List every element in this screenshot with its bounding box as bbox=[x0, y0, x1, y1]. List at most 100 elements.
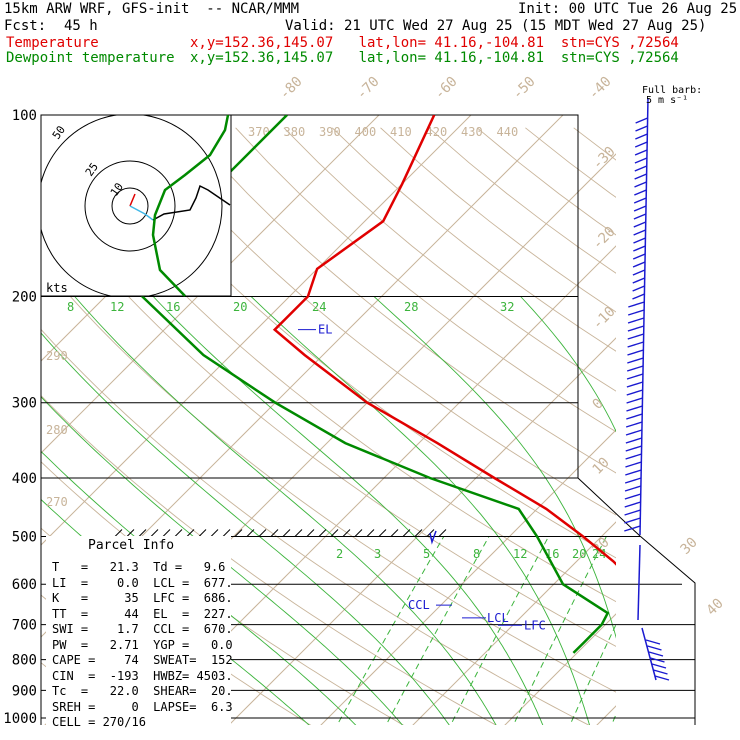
wind-barb bbox=[633, 197, 647, 204]
barb-staff bbox=[639, 97, 649, 536]
isotherm-line bbox=[228, 337, 616, 725]
wind-barb bbox=[634, 181, 647, 188]
isotherm-label: -20 bbox=[590, 224, 619, 253]
wind-barb bbox=[645, 639, 661, 645]
hodograph-units: kts bbox=[46, 281, 68, 295]
wind-barb bbox=[632, 261, 646, 268]
mixing-ratio-label: 12 bbox=[110, 300, 124, 314]
mixing-ratio-line bbox=[336, 536, 445, 725]
moist-adiabat-line bbox=[152, 296, 544, 725]
wind-barb bbox=[624, 501, 641, 508]
wind-barb bbox=[627, 317, 645, 324]
hatch-mark bbox=[150, 529, 159, 537]
isotherm-line bbox=[41, 115, 472, 546]
mixing-ratio-line bbox=[670, 537, 740, 731]
mixing-ratio-label: 24 bbox=[312, 300, 326, 314]
dry-adiabat-line bbox=[719, 128, 740, 731]
hatch-mark bbox=[438, 529, 447, 537]
hatch-mark bbox=[402, 529, 411, 537]
wind-barb bbox=[624, 525, 641, 532]
dry-adiabat-line bbox=[476, 127, 616, 236]
wind-barb bbox=[627, 357, 644, 364]
wind-barb bbox=[647, 645, 662, 651]
isotherm-line bbox=[683, 87, 740, 730]
theta-label: 400 bbox=[355, 125, 377, 139]
wind-barb bbox=[624, 493, 642, 500]
wind-barb bbox=[632, 253, 646, 260]
wind-barb bbox=[626, 413, 643, 420]
dry-adiabat-line bbox=[283, 127, 616, 392]
parcel-info-panel: Parcel Info T = 21.3 Td = 9.6 LI = 0.0 LC… bbox=[46, 536, 233, 729]
isotherm-line bbox=[136, 245, 616, 725]
hodograph-trace bbox=[129, 193, 136, 207]
pressure-tick-label: 500 bbox=[12, 529, 37, 545]
pressure-tick-label: 900 bbox=[12, 683, 37, 699]
mixing-ratio-label: 5 bbox=[423, 547, 430, 561]
barb-key-title: Full barb: bbox=[642, 85, 703, 96]
hatch-mark bbox=[162, 529, 171, 537]
parcel-info-row: CELL = 270/16 bbox=[52, 715, 146, 729]
moist-adiabat-line bbox=[250, 296, 590, 725]
temperature-profile bbox=[272, 115, 616, 566]
pressure-tick-label: 100 bbox=[12, 108, 37, 124]
mixing-ratio-label: 3 bbox=[374, 547, 381, 561]
init-time: Init: 00 UTC Tue 26 Aug 25 bbox=[518, 1, 738, 17]
hatch-mark bbox=[246, 529, 255, 537]
theta-label: 390 bbox=[319, 125, 341, 139]
hatch-mark bbox=[306, 529, 315, 537]
pressure-tick-label: 800 bbox=[12, 653, 37, 669]
parcel-info-row: TT = 44 EL = 227. bbox=[52, 606, 233, 621]
parcel-info-title: Parcel Info bbox=[88, 538, 175, 553]
hatch-mark bbox=[414, 529, 423, 537]
moist-adiabat-line bbox=[41, 396, 403, 725]
grid-lines bbox=[41, 87, 740, 731]
lcl-label: LCL bbox=[487, 611, 509, 625]
barb-staff bbox=[641, 627, 657, 681]
dry-adiabat-line bbox=[235, 127, 616, 433]
hatch-mark bbox=[378, 529, 387, 537]
moist-adiabat-line bbox=[665, 297, 730, 731]
theta-label: 430 bbox=[461, 125, 483, 139]
isotherm-label: -40 bbox=[586, 74, 615, 103]
hatch-mark bbox=[282, 529, 291, 537]
wind-barb bbox=[633, 229, 646, 236]
dewpoint-location: x,y=152.36,145.07 lat,lon= 41.16,-104.81… bbox=[190, 50, 679, 66]
wind-barb bbox=[634, 157, 648, 164]
model-title: 15km ARW WRF, GFS-init -- NCAR/MMM bbox=[4, 1, 300, 17]
wind-barb bbox=[627, 309, 645, 316]
hatch-mark bbox=[222, 529, 231, 537]
wind-barb bbox=[633, 245, 646, 252]
wind-barb bbox=[624, 509, 641, 516]
theta-label: 380 bbox=[284, 125, 306, 139]
parcel-info-row: LI = 0.0 LCL = 677. bbox=[52, 575, 233, 590]
wind-barb bbox=[634, 173, 647, 180]
pressure-axis: 100 200 300 400 500 600 700 800 900 1000 bbox=[3, 108, 37, 727]
parcel-info-row: CAPE = 74 SWEAT= 152 bbox=[52, 653, 233, 667]
mixing-ratio-line bbox=[611, 713, 616, 725]
pressure-tick-label: 200 bbox=[12, 290, 37, 306]
wind-barb bbox=[654, 675, 670, 681]
wind-barb bbox=[626, 365, 644, 372]
isotherm-label: -30 bbox=[590, 144, 619, 173]
theta-label: 410 bbox=[390, 125, 412, 139]
hatch-mark bbox=[258, 529, 267, 537]
pressure-tick-label: 600 bbox=[12, 577, 37, 593]
mixing-ratio-label: 8 bbox=[473, 547, 480, 561]
mixing-ratio-label: 12 bbox=[513, 547, 527, 561]
moist-adiabat-line bbox=[41, 332, 450, 725]
pressure-tick-label: 700 bbox=[12, 618, 37, 634]
wind-barb bbox=[635, 133, 648, 140]
wind-barb bbox=[648, 651, 664, 657]
hodograph-ring bbox=[41, 115, 223, 296]
dewpoint-legend: Dewpoint temperature bbox=[6, 50, 175, 66]
moist-adiabat-line bbox=[74, 296, 497, 725]
dewpoint-profile-upper bbox=[151, 114, 230, 297]
dry-adiabat-line bbox=[42, 127, 616, 603]
hodograph-trace bbox=[152, 184, 231, 221]
wind-barb bbox=[632, 277, 646, 284]
dry-adiabat-line bbox=[331, 127, 616, 352]
isotherm-label: 40 bbox=[704, 596, 727, 619]
temperature-location: x,y=152.36,145.07 lat,lon= 41.16,-104.81… bbox=[190, 35, 679, 51]
isotherm-label: -10 bbox=[590, 304, 619, 333]
